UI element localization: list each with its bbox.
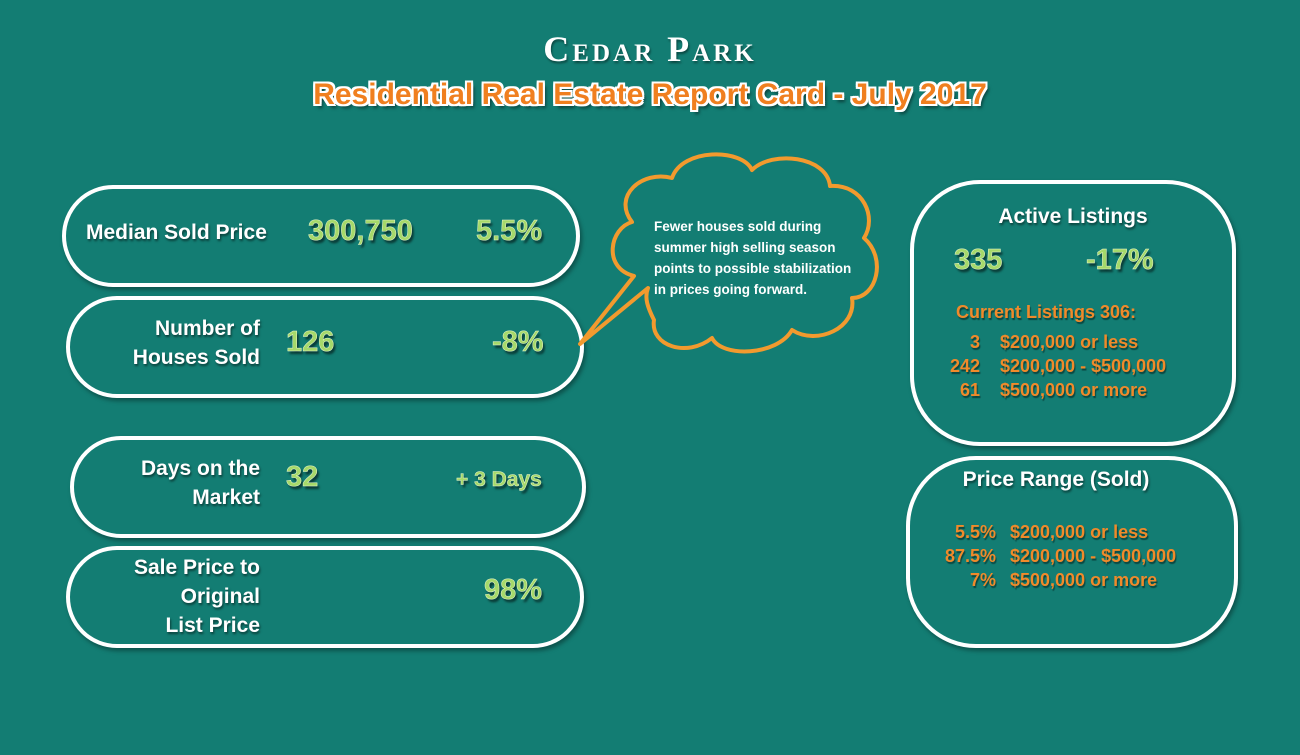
houses-sold-card	[66, 296, 584, 398]
callout-line4: in prices going forward.	[654, 282, 808, 297]
callout-line3: points to possible stabilization	[654, 261, 852, 276]
sale-to-list-card	[66, 546, 584, 648]
median-price-card	[62, 185, 580, 287]
active-listings-change: -17%	[1086, 244, 1154, 277]
page-subtitle: Residential Real Estate Report Card - Ju…	[313, 78, 987, 111]
days-on-market-change: + 3 Days	[456, 468, 542, 492]
days-on-market-label-line2: Market	[192, 486, 260, 509]
median-price-change: 5.5%	[476, 215, 543, 248]
sale-to-list-label-line2: Original	[180, 585, 260, 608]
days-on-market-label: Days on the Market	[90, 454, 260, 512]
price-range-title: Price Range (Sold)	[962, 468, 1150, 491]
sale-to-list-label: Sale Price to Original List Price	[90, 553, 260, 640]
active-listings-card	[910, 180, 1236, 446]
callout-line2: summer high selling season	[654, 240, 836, 255]
sale-to-list-label-line1: Sale Price to	[133, 556, 260, 579]
callout-line1: Fewer houses sold during	[654, 219, 822, 234]
price-range-pct-3: 7%	[969, 570, 996, 590]
listing-range-1: $200,000 or less	[1000, 332, 1139, 352]
days-on-market-value: 32	[286, 461, 319, 494]
price-range-range-2: $200,000 - $500,000	[1010, 546, 1177, 566]
listing-count-3: 61	[959, 380, 980, 400]
houses-sold-label: Number of Houses Sold	[90, 314, 260, 372]
median-price-value: 300,750	[308, 215, 413, 248]
price-range-card	[906, 456, 1238, 648]
days-on-market-label-line1: Days on the	[140, 457, 260, 480]
page-title: Cedar Park	[543, 29, 757, 69]
listing-count-1: 3	[969, 332, 980, 352]
price-range-pct-2: 87.5%	[944, 546, 996, 566]
sale-to-list-value: 98%	[484, 574, 543, 607]
callout-bubble	[578, 152, 879, 354]
price-range-range-3: $500,000 or more	[1010, 570, 1158, 590]
current-listings-label: Current Listings 306:	[956, 302, 1137, 322]
sale-to-list-label-line3: List Price	[165, 614, 260, 637]
price-range-range-1: $200,000 or less	[1010, 522, 1149, 542]
price-range-pct-1: 5.5%	[954, 522, 996, 542]
houses-sold-label-line1: Number of	[155, 317, 260, 340]
active-listings-value: 335	[954, 244, 1003, 277]
listing-range-3: $500,000 or more	[1000, 380, 1148, 400]
houses-sold-label-line2: Houses Sold	[132, 346, 260, 369]
active-listings-title: Active Listings	[998, 205, 1148, 228]
houses-sold-change: -8%	[492, 326, 544, 359]
listing-count-2: 242	[949, 356, 980, 376]
median-price-label: Median Sold Price	[86, 221, 267, 244]
listing-range-2: $200,000 - $500,000	[1000, 356, 1167, 376]
days-on-market-card	[70, 436, 586, 538]
houses-sold-value: 126	[286, 326, 335, 359]
callout-text: Fewer houses sold during summer high sel…	[654, 216, 894, 300]
